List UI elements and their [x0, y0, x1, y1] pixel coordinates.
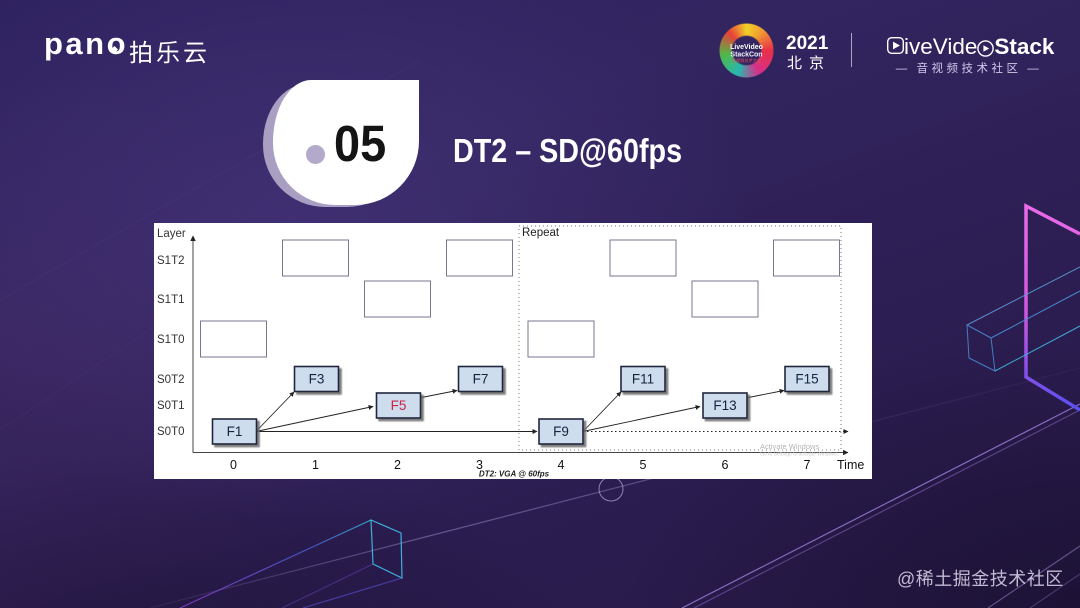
- svg-text:F5: F5: [391, 398, 407, 413]
- svg-text:S0T1: S0T1: [157, 400, 185, 412]
- svg-text:F9: F9: [553, 424, 569, 439]
- svg-text:5: 5: [640, 458, 647, 472]
- svg-text:LiveVideo: LiveVideo: [730, 44, 763, 51]
- svg-text:F15: F15: [795, 372, 818, 387]
- svg-text:F13: F13: [713, 398, 736, 413]
- svg-text:S1T0: S1T0: [157, 334, 185, 346]
- svg-text:F3: F3: [309, 372, 325, 387]
- svg-text:6: 6: [722, 458, 729, 472]
- svg-text:F7: F7: [473, 372, 489, 387]
- svg-text:Go to Settings to activate Win: Go to Settings to activate Windows.: [760, 452, 839, 458]
- svg-text:Layer: Layer: [157, 228, 186, 240]
- svg-text:S1T2: S1T2: [157, 255, 185, 267]
- svg-text:StackCon: StackCon: [730, 51, 762, 58]
- svg-text:Repeat: Repeat: [522, 227, 560, 239]
- svg-text:Activate Windows: Activate Windows: [760, 442, 819, 451]
- svg-text:1: 1: [312, 458, 319, 472]
- svg-text:F1: F1: [227, 424, 243, 439]
- svg-text:3: 3: [476, 458, 483, 472]
- svg-text:Time: Time: [837, 458, 864, 472]
- svg-text:S0T2: S0T2: [157, 374, 185, 386]
- svg-text:4: 4: [558, 458, 565, 472]
- svg-text:F11: F11: [632, 372, 654, 387]
- svg-text:S1T1: S1T1: [157, 294, 185, 306]
- svg-text:S0T0: S0T0: [157, 426, 185, 438]
- svg-text:DT2: VGA @ 60fps: DT2: VGA @ 60fps: [479, 470, 550, 479]
- svg-text:2: 2: [394, 458, 401, 472]
- svg-text:音视频技术大会: 音视频技术大会: [732, 57, 762, 64]
- svg-text:0: 0: [230, 458, 237, 472]
- svg-text:7: 7: [804, 458, 811, 472]
